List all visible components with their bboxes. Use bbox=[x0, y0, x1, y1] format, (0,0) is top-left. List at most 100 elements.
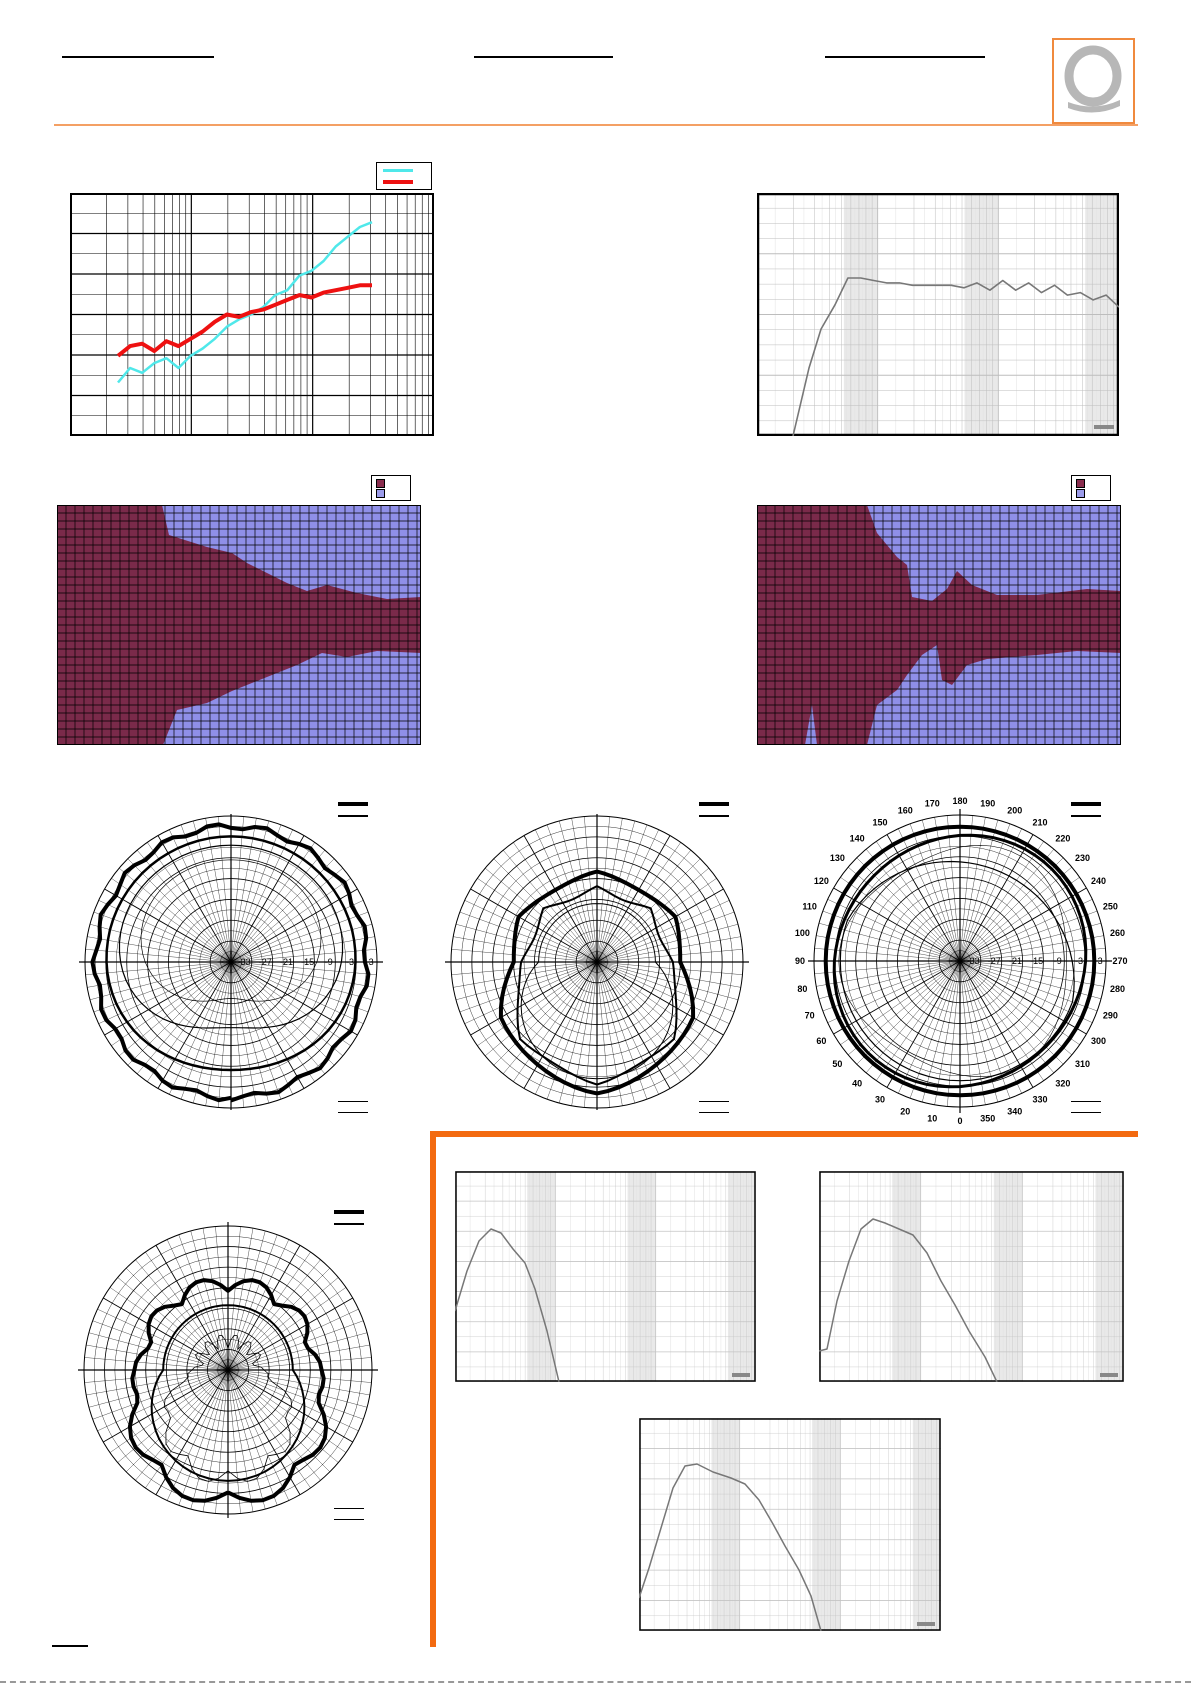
polar-spoke bbox=[97, 1308, 229, 1371]
plot-border bbox=[455, 1171, 756, 1382]
chart1-legend-swatch-cyan bbox=[383, 169, 413, 172]
polar-spoke bbox=[85, 961, 232, 975]
chart5-response-line bbox=[639, 1463, 822, 1631]
polar-spoke bbox=[227, 1259, 321, 1371]
polar3-panel: 3 -3 -9 -15 -21 -27 -33 0 10 20 30 40 50 60 70 80 90 100 1… bbox=[786, 796, 1134, 1126]
polar-spoke bbox=[959, 867, 1072, 962]
polar2-footer-line-2 bbox=[699, 1112, 729, 1113]
polar-spoke bbox=[596, 835, 671, 963]
polar-spoke bbox=[227, 1369, 368, 1408]
polar-spoke bbox=[816, 935, 961, 962]
chart2-panel bbox=[757, 193, 1119, 436]
polar-spoke bbox=[155, 1369, 229, 1495]
polar-spoke bbox=[596, 961, 691, 1074]
polar-spoke bbox=[596, 961, 743, 975]
polar-spoke bbox=[959, 935, 1104, 962]
polar-spoke bbox=[227, 1287, 347, 1371]
plot-border bbox=[757, 193, 1119, 436]
polar-spoke bbox=[127, 961, 232, 1066]
polar-spoke bbox=[959, 923, 1102, 962]
polar-spoke bbox=[227, 1308, 359, 1371]
polar3-angle-label: 210 bbox=[1032, 817, 1047, 827]
polar-spoke bbox=[230, 858, 335, 963]
footer-rule-short bbox=[52, 1645, 88, 1647]
polar-spoke bbox=[470, 961, 598, 1036]
polar-spoke bbox=[92, 1320, 229, 1371]
polar-spoke bbox=[840, 960, 961, 1045]
polar-tick-label: -21 bbox=[280, 957, 293, 967]
polar-spoke bbox=[147, 961, 232, 1082]
polar2-legend bbox=[699, 802, 729, 822]
polar-spoke bbox=[230, 900, 364, 963]
polar-spoke bbox=[959, 960, 1106, 974]
polar-spoke bbox=[230, 961, 325, 1074]
polar3-angle-label: 280 bbox=[1110, 984, 1125, 994]
heatmap1-legend-swatch-2 bbox=[376, 489, 385, 498]
polar4-footer-line-2 bbox=[334, 1519, 364, 1520]
polar-spoke bbox=[230, 961, 351, 1046]
polar-spoke bbox=[87, 961, 232, 988]
polar-spoke bbox=[959, 841, 1044, 962]
polar1-legend-bar-thick bbox=[338, 802, 368, 806]
polar-spoke bbox=[230, 961, 244, 1108]
polar3-angle-label: 50 bbox=[832, 1059, 842, 1069]
polar-spoke bbox=[227, 1268, 330, 1371]
chart1-legend bbox=[376, 162, 432, 190]
polar3-angle-label: 200 bbox=[1007, 806, 1022, 816]
polar3-angle-label: 130 bbox=[830, 853, 845, 863]
chart3-svg bbox=[455, 1171, 756, 1382]
polar-spoke bbox=[119, 868, 232, 963]
polar3-angle-label: 330 bbox=[1032, 1095, 1047, 1105]
polar-spoke bbox=[523, 835, 598, 963]
polar-spoke bbox=[959, 815, 973, 962]
chart4-response-line bbox=[819, 1218, 998, 1382]
polar3-curve-4 bbox=[838, 845, 1067, 1077]
polar-spoke bbox=[227, 1234, 278, 1371]
polar-spoke bbox=[230, 888, 358, 963]
polar-spoke bbox=[459, 911, 598, 963]
polar-spoke bbox=[596, 961, 701, 1066]
polar-spoke bbox=[111, 961, 232, 1046]
plot-border bbox=[70, 193, 434, 436]
polar1-curve-1 bbox=[90, 822, 371, 1103]
polar-spoke bbox=[596, 961, 717, 1046]
polar2-footer bbox=[699, 1101, 729, 1117]
polar-spoke bbox=[227, 1320, 364, 1371]
polar-spoke bbox=[947, 960, 961, 1107]
polar-spoke bbox=[959, 960, 1104, 987]
orange-frame-top bbox=[430, 1131, 1138, 1137]
polar2-svg bbox=[445, 814, 749, 1110]
polar3-curve-2 bbox=[832, 833, 1088, 1089]
polar3-angle-label: 190 bbox=[980, 798, 995, 808]
polar-spoke bbox=[178, 1369, 229, 1506]
polar-spoke bbox=[959, 849, 1054, 962]
polar-spoke bbox=[596, 824, 648, 963]
polar-spoke bbox=[596, 858, 701, 963]
polar-spoke bbox=[453, 961, 598, 988]
q-logo bbox=[1052, 38, 1135, 124]
polar3-angle-label: 340 bbox=[1007, 1106, 1022, 1116]
polar-spoke bbox=[227, 1230, 266, 1371]
polar3-angle-label: 110 bbox=[802, 901, 817, 911]
polar-spoke bbox=[127, 858, 232, 963]
polar3-angle-label: 230 bbox=[1075, 853, 1090, 863]
polar-spoke bbox=[135, 1369, 229, 1481]
chart4-svg bbox=[819, 1171, 1124, 1382]
polar-spoke bbox=[166, 1369, 229, 1501]
polar-spoke bbox=[559, 820, 598, 963]
polar-tick-label: -27 bbox=[988, 956, 1001, 966]
polar3-angle-label: 300 bbox=[1091, 1036, 1106, 1046]
polar-spoke bbox=[596, 911, 735, 963]
polar3-angle-label: 40 bbox=[852, 1079, 862, 1089]
polar-tick-label: -3 bbox=[1075, 956, 1083, 966]
polar3-angle-label: 180 bbox=[952, 796, 967, 806]
polar-spoke bbox=[596, 961, 709, 1056]
polar-spoke bbox=[596, 818, 623, 963]
polar-spoke bbox=[922, 819, 961, 962]
polar3-angle-label: 90 bbox=[795, 956, 805, 966]
polar-spoke bbox=[503, 961, 598, 1074]
polar-spoke bbox=[571, 961, 598, 1106]
polar-tick-label: -33 bbox=[238, 957, 251, 967]
polar3-curve-1 bbox=[823, 824, 1097, 1098]
polar-spoke bbox=[523, 961, 598, 1089]
